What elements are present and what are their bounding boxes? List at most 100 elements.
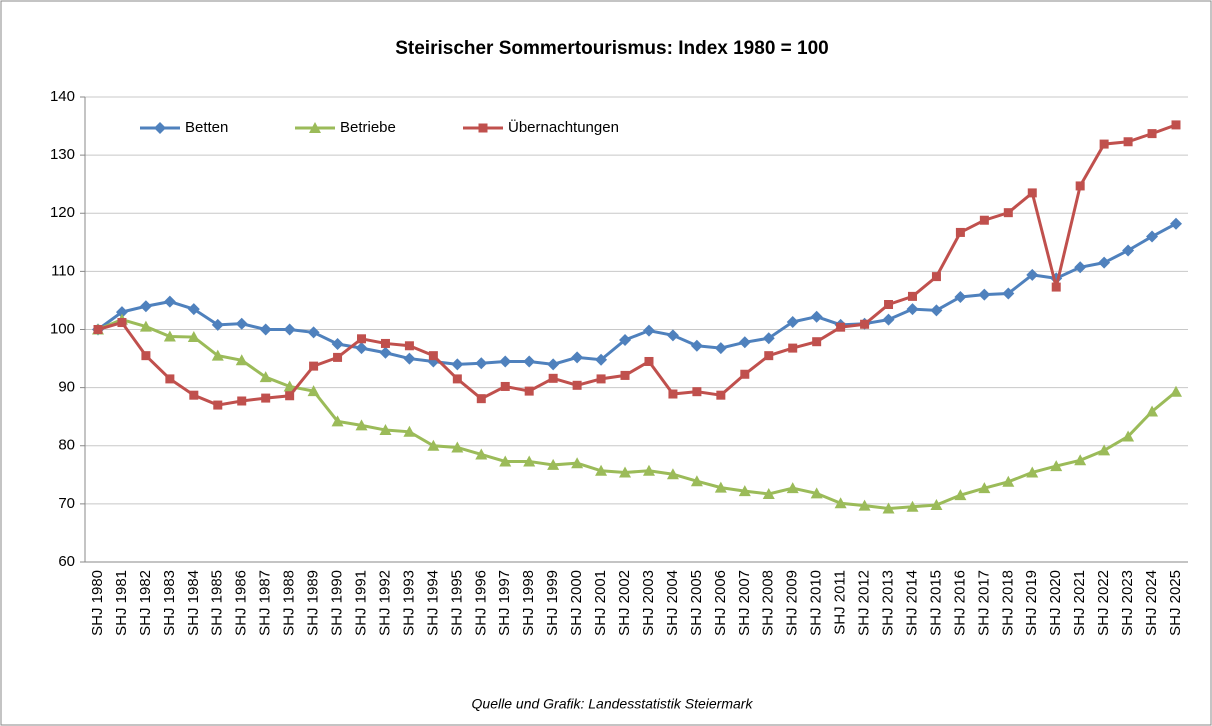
marker — [619, 466, 632, 478]
marker — [331, 338, 344, 351]
y-tick-label: 60 — [58, 553, 75, 570]
y-tick-label: 90 — [58, 379, 75, 396]
x-tick-label: SHJ 2024 — [1143, 570, 1160, 636]
marker — [475, 448, 488, 460]
series-line — [97, 318, 1177, 511]
marker — [666, 468, 679, 480]
marker — [261, 393, 271, 403]
legend-label: Betten — [185, 119, 228, 136]
marker — [1146, 405, 1159, 417]
x-tick-label: SHJ 2002 — [616, 570, 633, 636]
marker — [237, 396, 247, 406]
x-tick-label: SHJ 1998 — [520, 570, 537, 636]
marker — [1051, 282, 1061, 292]
marker — [882, 313, 895, 326]
marker — [572, 380, 582, 390]
marker — [211, 318, 224, 331]
marker — [716, 390, 726, 400]
y-tick-label: 80 — [58, 437, 75, 454]
marker — [666, 329, 679, 342]
y-tick-label: 70 — [58, 495, 75, 512]
marker — [523, 355, 536, 368]
marker — [93, 325, 103, 334]
source: Quelle und Grafik: Landesstatistik Steie… — [472, 696, 754, 712]
series-line — [97, 123, 1177, 407]
series-line — [97, 222, 1177, 366]
marker — [235, 317, 248, 330]
marker — [1099, 139, 1109, 149]
marker — [714, 342, 727, 355]
marker — [1026, 268, 1039, 281]
marker — [165, 374, 175, 384]
x-tick-label: SHJ 2023 — [1119, 570, 1136, 636]
marker — [836, 322, 846, 332]
marker — [692, 387, 702, 397]
x-tick-label: SHJ 1982 — [137, 570, 154, 636]
marker — [380, 338, 390, 348]
marker — [139, 300, 152, 313]
marker — [355, 342, 368, 355]
marker — [690, 339, 703, 352]
marker — [740, 369, 750, 379]
marker — [786, 482, 799, 494]
marker — [1122, 244, 1135, 257]
marker — [211, 349, 224, 361]
marker — [427, 439, 440, 451]
marker — [499, 455, 512, 467]
marker — [1026, 466, 1039, 478]
x-tick-label: SHJ 2012 — [856, 570, 873, 636]
marker — [860, 319, 870, 329]
marker — [307, 326, 320, 339]
marker — [1074, 261, 1087, 274]
marker — [1170, 217, 1182, 230]
x-tick-label: SHJ 2022 — [1095, 570, 1112, 636]
x-tick-label: SHJ 2025 — [1167, 570, 1184, 636]
marker — [451, 358, 464, 371]
marker — [619, 333, 632, 346]
marker — [738, 485, 751, 497]
x-tick-label: SHJ 1990 — [329, 570, 346, 636]
marker — [1074, 454, 1087, 466]
marker — [668, 389, 678, 399]
x-tick-label: SHJ 1995 — [448, 570, 465, 636]
marker — [117, 318, 127, 328]
marker — [907, 291, 917, 301]
marker — [524, 386, 534, 396]
marker — [187, 331, 200, 343]
y-tick-label: 140 — [50, 88, 75, 105]
marker — [642, 324, 655, 337]
marker — [882, 502, 895, 514]
marker — [571, 351, 584, 364]
x-tick-label: SHJ 1984 — [185, 570, 202, 636]
x-tick-label: SHJ 2013 — [880, 570, 897, 636]
marker — [307, 385, 320, 397]
x-tick-label: SHJ 2019 — [1023, 570, 1040, 636]
marker — [810, 310, 823, 323]
marker — [478, 123, 488, 133]
marker — [259, 323, 272, 336]
marker — [1075, 181, 1085, 191]
x-tick-label: SHJ 2009 — [784, 570, 801, 636]
x-tick-label: SHJ 1989 — [305, 570, 322, 636]
marker — [499, 355, 512, 368]
marker — [154, 122, 166, 134]
x-tick-label: SHJ 1991 — [352, 570, 369, 636]
marker — [475, 357, 488, 370]
marker — [595, 464, 608, 476]
x-tick-label: SHJ 1983 — [161, 570, 178, 636]
marker — [452, 374, 462, 384]
marker — [955, 227, 965, 237]
x-tick-label: SHJ 2006 — [712, 570, 729, 636]
x-tick-label: SHJ 1994 — [424, 570, 441, 636]
marker — [547, 358, 560, 371]
marker — [978, 288, 991, 301]
marker — [163, 330, 176, 342]
marker — [906, 303, 919, 316]
x-tick-label: SHJ 1980 — [89, 570, 106, 636]
marker — [139, 320, 152, 332]
marker — [235, 354, 248, 366]
marker — [283, 380, 296, 392]
x-tick-label: SHJ 2001 — [592, 570, 609, 636]
